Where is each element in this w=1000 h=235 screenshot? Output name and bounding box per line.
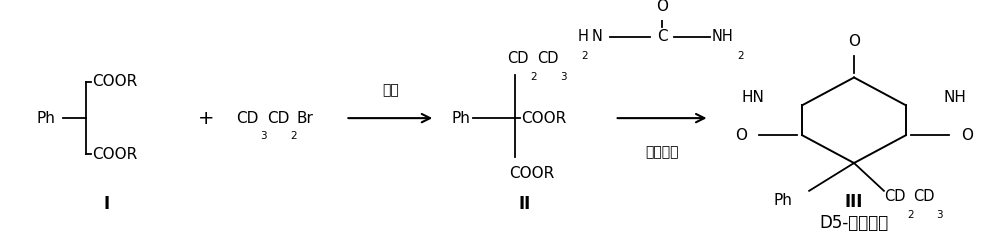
Text: N: N [591, 29, 602, 44]
Text: NH: NH [944, 90, 967, 105]
Text: H: H [577, 29, 588, 44]
Text: CD: CD [236, 111, 258, 126]
Text: COOR: COOR [92, 74, 137, 89]
Text: NH: NH [712, 29, 734, 44]
Text: 2: 2 [291, 131, 297, 141]
Text: III: III [845, 192, 863, 211]
Text: CD: CD [267, 111, 289, 126]
Text: HN: HN [741, 90, 764, 105]
Text: 3: 3 [936, 210, 942, 220]
Text: +: + [198, 109, 214, 128]
Text: Ph: Ph [36, 111, 55, 126]
Text: 2: 2 [907, 210, 913, 220]
Text: 3: 3 [260, 131, 266, 141]
Text: COOR: COOR [92, 147, 137, 162]
Text: O: O [848, 34, 860, 49]
Text: Ph: Ph [773, 193, 792, 208]
Text: 2: 2 [530, 72, 537, 82]
Text: COOR: COOR [509, 166, 554, 181]
Text: 3: 3 [560, 72, 566, 82]
Text: I: I [103, 195, 109, 213]
Text: Br: Br [297, 111, 313, 126]
Text: 2: 2 [737, 51, 743, 61]
Text: 胺酯交换: 胺酯交换 [645, 145, 679, 159]
Text: II: II [519, 195, 531, 213]
Text: C: C [657, 29, 667, 44]
Text: CD: CD [507, 51, 528, 66]
Text: COOR: COOR [521, 111, 566, 126]
Text: O: O [735, 128, 747, 143]
Text: 2: 2 [582, 51, 588, 61]
Text: CD: CD [913, 189, 934, 204]
Text: CD: CD [537, 51, 558, 66]
Text: O: O [961, 128, 973, 143]
Text: O: O [656, 0, 668, 14]
Text: Ph: Ph [451, 111, 470, 126]
Text: CD: CD [884, 189, 905, 204]
Text: D5-苯巴比妥: D5-苯巴比妥 [819, 214, 889, 232]
Text: 取代: 取代 [382, 83, 399, 97]
